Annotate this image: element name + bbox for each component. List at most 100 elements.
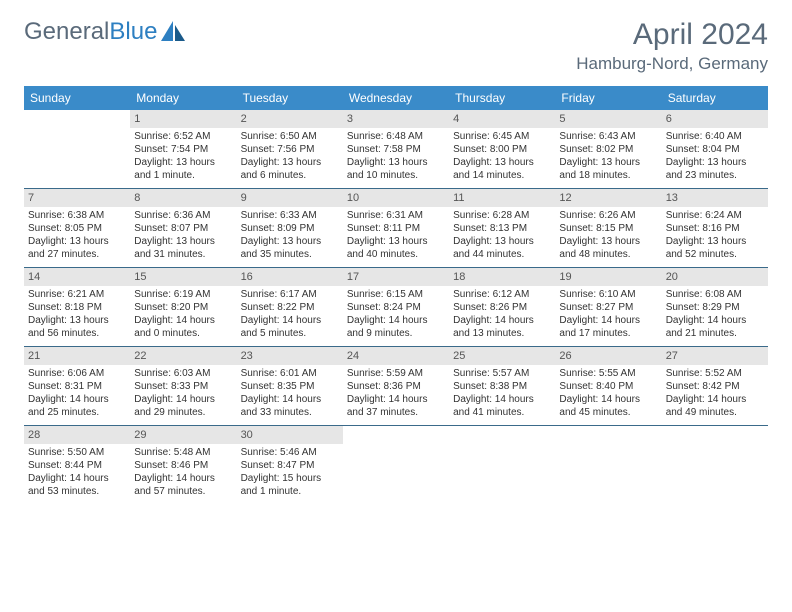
day-cell (555, 426, 661, 504)
day-line: Daylight: 13 hours (666, 156, 764, 169)
day-line: Daylight: 14 hours (134, 472, 232, 485)
day-line: Sunrise: 5:50 AM (28, 446, 126, 459)
day-cell: 18Sunrise: 6:12 AMSunset: 8:26 PMDayligh… (449, 268, 555, 346)
day-cell: 13Sunrise: 6:24 AMSunset: 8:16 PMDayligh… (662, 189, 768, 267)
day-body: Sunrise: 6:50 AMSunset: 7:56 PMDaylight:… (237, 128, 343, 186)
day-line: Daylight: 13 hours (134, 156, 232, 169)
week-row: 7Sunrise: 6:38 AMSunset: 8:05 PMDaylight… (24, 189, 768, 268)
day-line: Sunset: 7:58 PM (347, 143, 445, 156)
day-number: 21 (24, 347, 130, 365)
day-cell: 6Sunrise: 6:40 AMSunset: 8:04 PMDaylight… (662, 110, 768, 188)
logo-text-1: General (24, 18, 109, 46)
day-body: Sunrise: 6:01 AMSunset: 8:35 PMDaylight:… (237, 365, 343, 423)
day-cell: 25Sunrise: 5:57 AMSunset: 8:38 PMDayligh… (449, 347, 555, 425)
day-line: Sunrise: 6:19 AM (134, 288, 232, 301)
day-cell: 16Sunrise: 6:17 AMSunset: 8:22 PMDayligh… (237, 268, 343, 346)
day-line: Sunset: 7:56 PM (241, 143, 339, 156)
day-body: Sunrise: 6:26 AMSunset: 8:15 PMDaylight:… (555, 207, 661, 265)
day-line: Sunset: 8:04 PM (666, 143, 764, 156)
day-line: Sunrise: 6:48 AM (347, 130, 445, 143)
day-line: Daylight: 13 hours (666, 235, 764, 248)
day-line: and 10 minutes. (347, 169, 445, 182)
day-line: Sunrise: 6:12 AM (453, 288, 551, 301)
day-number: 24 (343, 347, 449, 365)
day-cell: 8Sunrise: 6:36 AMSunset: 8:07 PMDaylight… (130, 189, 236, 267)
day-line: Sunset: 8:00 PM (453, 143, 551, 156)
day-number: 16 (237, 268, 343, 286)
day-line: and 21 minutes. (666, 327, 764, 340)
day-number: 30 (237, 426, 343, 444)
day-cell (343, 426, 449, 504)
day-line: Daylight: 14 hours (666, 314, 764, 327)
day-cell: 7Sunrise: 6:38 AMSunset: 8:05 PMDaylight… (24, 189, 130, 267)
day-line: and 33 minutes. (241, 406, 339, 419)
day-cell: 2Sunrise: 6:50 AMSunset: 7:56 PMDaylight… (237, 110, 343, 188)
day-line: and 31 minutes. (134, 248, 232, 261)
header: GeneralBlue April 2024 Hamburg-Nord, Ger… (24, 18, 768, 74)
day-line: Sunset: 8:26 PM (453, 301, 551, 314)
day-line: Daylight: 13 hours (453, 156, 551, 169)
day-line: Sunset: 8:33 PM (134, 380, 232, 393)
day-line: Daylight: 14 hours (666, 393, 764, 406)
day-line: Sunset: 8:40 PM (559, 380, 657, 393)
day-line: Sunrise: 6:52 AM (134, 130, 232, 143)
day-line: Sunrise: 6:45 AM (453, 130, 551, 143)
day-body: Sunrise: 6:12 AMSunset: 8:26 PMDaylight:… (449, 286, 555, 344)
day-cell: 29Sunrise: 5:48 AMSunset: 8:46 PMDayligh… (130, 426, 236, 504)
day-line: Sunset: 8:05 PM (28, 222, 126, 235)
day-line: Sunset: 8:46 PM (134, 459, 232, 472)
day-cell: 14Sunrise: 6:21 AMSunset: 8:18 PMDayligh… (24, 268, 130, 346)
day-body: Sunrise: 6:21 AMSunset: 8:18 PMDaylight:… (24, 286, 130, 344)
day-line: Sunrise: 6:43 AM (559, 130, 657, 143)
day-body: Sunrise: 6:10 AMSunset: 8:27 PMDaylight:… (555, 286, 661, 344)
day-cell: 30Sunrise: 5:46 AMSunset: 8:47 PMDayligh… (237, 426, 343, 504)
day-body (662, 444, 768, 450)
day-cell: 28Sunrise: 5:50 AMSunset: 8:44 PMDayligh… (24, 426, 130, 504)
day-line: Daylight: 13 hours (134, 235, 232, 248)
day-line: Daylight: 13 hours (347, 156, 445, 169)
day-number: 20 (662, 268, 768, 286)
day-line: and 0 minutes. (134, 327, 232, 340)
day-line: and 52 minutes. (666, 248, 764, 261)
weeks-container: 1Sunrise: 6:52 AMSunset: 7:54 PMDaylight… (24, 110, 768, 504)
day-line: and 53 minutes. (28, 485, 126, 498)
day-line: Sunset: 7:54 PM (134, 143, 232, 156)
day-number: 13 (662, 189, 768, 207)
day-cell: 5Sunrise: 6:43 AMSunset: 8:02 PMDaylight… (555, 110, 661, 188)
day-body: Sunrise: 5:50 AMSunset: 8:44 PMDaylight:… (24, 444, 130, 502)
day-cell: 1Sunrise: 6:52 AMSunset: 7:54 PMDaylight… (130, 110, 236, 188)
week-row: 14Sunrise: 6:21 AMSunset: 8:18 PMDayligh… (24, 268, 768, 347)
day-line: Sunset: 8:18 PM (28, 301, 126, 314)
day-number: 11 (449, 189, 555, 207)
day-line: Daylight: 14 hours (241, 314, 339, 327)
day-line: Sunrise: 6:40 AM (666, 130, 764, 143)
day-line: Sunrise: 6:21 AM (28, 288, 126, 301)
day-cell: 23Sunrise: 6:01 AMSunset: 8:35 PMDayligh… (237, 347, 343, 425)
day-line: and 41 minutes. (453, 406, 551, 419)
day-cell: 11Sunrise: 6:28 AMSunset: 8:13 PMDayligh… (449, 189, 555, 267)
day-cell (24, 110, 130, 188)
day-body: Sunrise: 6:43 AMSunset: 8:02 PMDaylight:… (555, 128, 661, 186)
day-number: 10 (343, 189, 449, 207)
day-header-cell: Saturday (662, 86, 768, 110)
day-line: and 23 minutes. (666, 169, 764, 182)
day-number: 22 (130, 347, 236, 365)
day-body: Sunrise: 5:48 AMSunset: 8:46 PMDaylight:… (130, 444, 236, 502)
day-line: and 1 minute. (134, 169, 232, 182)
day-line: and 44 minutes. (453, 248, 551, 261)
day-cell: 9Sunrise: 6:33 AMSunset: 8:09 PMDaylight… (237, 189, 343, 267)
day-number: 27 (662, 347, 768, 365)
day-line: Daylight: 13 hours (28, 314, 126, 327)
day-number: 19 (555, 268, 661, 286)
day-number: 5 (555, 110, 661, 128)
day-body: Sunrise: 6:36 AMSunset: 8:07 PMDaylight:… (130, 207, 236, 265)
day-line: and 40 minutes. (347, 248, 445, 261)
day-cell (449, 426, 555, 504)
day-number: 7 (24, 189, 130, 207)
day-line: and 48 minutes. (559, 248, 657, 261)
day-line: Sunset: 8:22 PM (241, 301, 339, 314)
week-row: 21Sunrise: 6:06 AMSunset: 8:31 PMDayligh… (24, 347, 768, 426)
day-line: Daylight: 14 hours (453, 393, 551, 406)
day-body: Sunrise: 6:06 AMSunset: 8:31 PMDaylight:… (24, 365, 130, 423)
day-line: Sunset: 8:16 PM (666, 222, 764, 235)
